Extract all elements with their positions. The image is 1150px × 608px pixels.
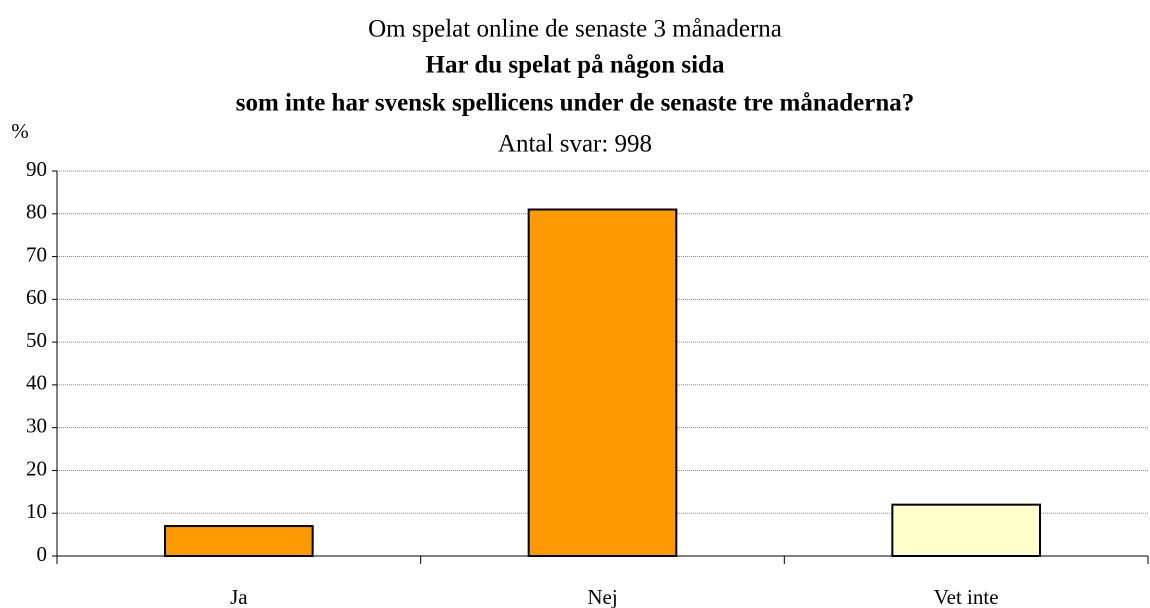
bar xyxy=(164,525,314,557)
x-tick-label: Vet inte xyxy=(934,585,999,608)
y-tick-label: 60 xyxy=(26,285,47,309)
chart-subtitle: som inte har svensk spellicens under de … xyxy=(236,90,915,117)
chart-subtitle: Har du spelat på någon sida xyxy=(426,52,725,79)
x-tick-label: Nej xyxy=(587,585,617,608)
y-tick-label: 70 xyxy=(26,242,47,266)
y-axis-label: % xyxy=(11,119,29,143)
y-tick-label: 10 xyxy=(26,499,47,523)
y-tick-label: 20 xyxy=(26,456,47,480)
chart-note: Antal svar: 998 xyxy=(498,131,652,158)
chart-title: Om spelat online de senaste 3 månaderna xyxy=(368,16,782,43)
y-tick-label: 40 xyxy=(26,371,47,395)
y-tick-label: 30 xyxy=(26,413,47,437)
y-tick-label: 0 xyxy=(37,542,48,566)
bar xyxy=(891,503,1041,557)
y-tick-label: 50 xyxy=(26,328,47,352)
x-tick-label: Ja xyxy=(230,585,248,608)
y-tick-label: 80 xyxy=(26,200,47,224)
y-tick-label: 90 xyxy=(26,157,47,181)
bar xyxy=(527,208,678,557)
